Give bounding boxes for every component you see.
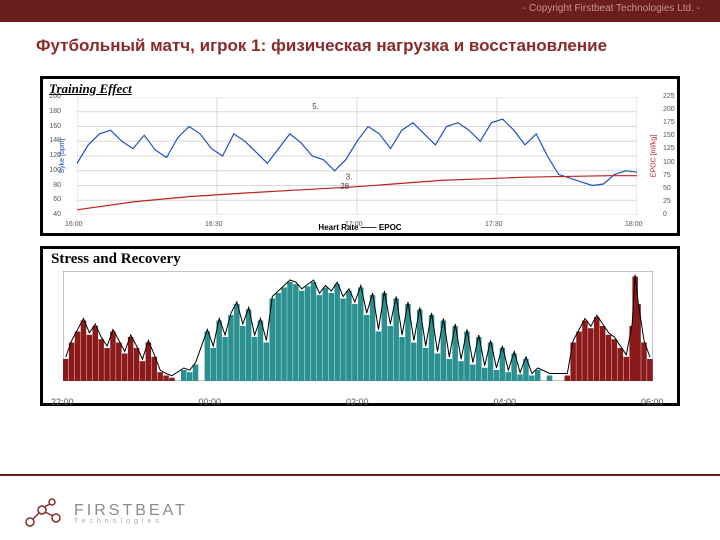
logo-text: FIRSTBEAT bbox=[74, 502, 188, 520]
header-bar: - Copyright Firstbeat Technologies Ltd. … bbox=[0, 0, 720, 22]
charts-container: Training Effect Syke [bpm] EPOC [ml/kg] … bbox=[0, 56, 720, 406]
chart2-plot bbox=[63, 271, 653, 381]
footer-band: FIRSTBEAT Technologies bbox=[0, 476, 720, 540]
chart1-title: Training Effect bbox=[49, 81, 132, 97]
svg-text:5.: 5. bbox=[312, 102, 319, 111]
chart1-legend: Heart Rate —— EPOC bbox=[318, 223, 401, 232]
stress-recovery-chart: Stress and Recovery 22:0000:0002:0004:00… bbox=[40, 246, 680, 406]
copyright-text: - Copyright Firstbeat Technologies Ltd. … bbox=[523, 3, 700, 14]
svg-text:28: 28 bbox=[340, 182, 349, 191]
chart1-y-right-label: EPOC [ml/kg] bbox=[650, 135, 657, 177]
logo-icon bbox=[22, 496, 66, 530]
slide-title: Футбольный матч, игрок 1: физическая наг… bbox=[0, 22, 720, 56]
svg-text:3.: 3. bbox=[346, 173, 353, 182]
chart2-title: Stress and Recovery bbox=[51, 251, 181, 268]
training-effect-chart: Training Effect Syke [bpm] EPOC [ml/kg] … bbox=[40, 76, 680, 236]
chart1-plot: 5. 3.28 bbox=[77, 97, 637, 215]
logo: FIRSTBEAT Technologies bbox=[22, 496, 188, 530]
